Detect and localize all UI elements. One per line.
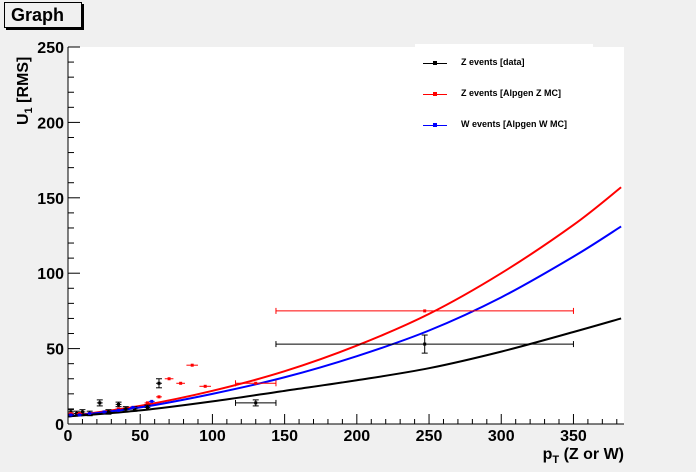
x-tick-label: 250 bbox=[416, 428, 443, 445]
x-tick-label: 50 bbox=[131, 428, 149, 445]
data-point-s2-5 bbox=[130, 405, 136, 409]
y-tick-label: 150 bbox=[37, 191, 64, 208]
y-tick-label: 250 bbox=[37, 40, 64, 57]
data-point-s1-6 bbox=[144, 401, 151, 405]
data-point-s1-7 bbox=[156, 395, 162, 399]
x-tick-label: 350 bbox=[560, 428, 587, 445]
data-point-s1-9 bbox=[176, 381, 185, 385]
data-point-s1-11 bbox=[199, 384, 211, 388]
data-point-s2-6 bbox=[148, 399, 155, 403]
x-tick-label: 200 bbox=[343, 428, 370, 445]
x-tick-label: 100 bbox=[199, 428, 226, 445]
y-tick-label: 100 bbox=[37, 266, 64, 283]
x-tick-label: 300 bbox=[488, 428, 515, 445]
data-point-s1-13 bbox=[275, 307, 574, 314]
data-point-s2-0 bbox=[68, 413, 74, 417]
y-tick-label: 0 bbox=[55, 417, 64, 434]
y-tick-label: 200 bbox=[37, 115, 64, 132]
curve-series-3 bbox=[67, 317, 622, 418]
data-point-s2-2 bbox=[86, 411, 93, 415]
data-point-s0-4 bbox=[96, 399, 103, 407]
curve-series-2 bbox=[67, 225, 622, 418]
data-point-s0-11 bbox=[235, 399, 277, 407]
data-point-s0-5 bbox=[105, 409, 112, 415]
data-point-s0-9 bbox=[144, 404, 151, 411]
data-point-s1-10 bbox=[186, 363, 198, 367]
data-point-s1-12 bbox=[235, 380, 277, 387]
chart-title: Graph bbox=[4, 2, 82, 28]
data-point-s0-12 bbox=[275, 334, 574, 354]
x-tick-label: 0 bbox=[64, 428, 73, 445]
data-point-s2-1 bbox=[76, 413, 83, 417]
curve-series-1 bbox=[67, 186, 622, 418]
data-point-s0-6 bbox=[115, 401, 122, 408]
data-point-s2-3 bbox=[101, 410, 107, 414]
legend: Z events [data] Z events [Alpgen Z MC] W… bbox=[415, 44, 593, 140]
data-point-s0-7 bbox=[122, 406, 129, 412]
x-tick-label: 150 bbox=[271, 428, 298, 445]
data-point-s2-4 bbox=[115, 408, 122, 412]
y-tick-label: 50 bbox=[46, 342, 64, 359]
data-point-s0-10 bbox=[155, 378, 162, 389]
data-point-s1-8 bbox=[164, 377, 174, 381]
y-axis-label: U1 [RMS] bbox=[15, 57, 35, 125]
x-axis-label: pT (Z or W) bbox=[543, 446, 624, 466]
